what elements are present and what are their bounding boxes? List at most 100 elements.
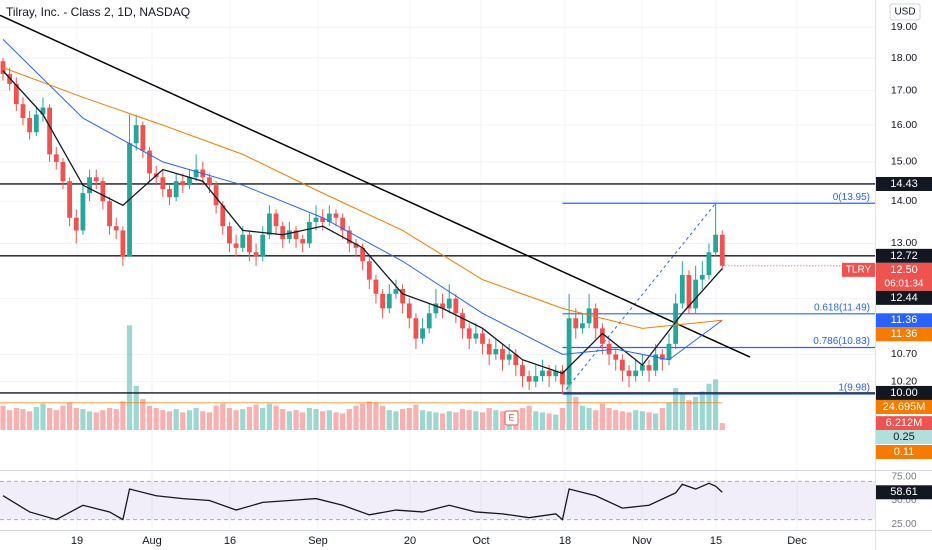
- volume-bar: [20, 409, 26, 430]
- candle-body: [280, 226, 286, 240]
- volume-bar: [120, 401, 126, 430]
- candle-body: [526, 376, 532, 382]
- volume-bar: [240, 409, 246, 430]
- moving-average: [2, 70, 723, 375]
- x-tick-label: Dec: [787, 535, 807, 547]
- candle-body: [453, 298, 459, 314]
- volume-bar: [273, 405, 279, 430]
- volume-bar: [573, 396, 579, 430]
- volume-bar: [266, 403, 272, 430]
- candle-body: [460, 313, 465, 329]
- rsi-value-box: [876, 485, 932, 500]
- volume-bar: [320, 411, 326, 430]
- volume-bar: [366, 401, 372, 430]
- axis-label: 11.36: [891, 314, 918, 326]
- candle-body: [360, 247, 366, 262]
- volume-bar: [166, 411, 173, 430]
- y-tick-label: 17.00: [891, 84, 917, 96]
- axis-label: 10.00: [890, 387, 918, 399]
- candle-body: [540, 370, 545, 377]
- candle-body: [100, 181, 106, 202]
- volume-bar: [60, 405, 66, 430]
- volume-bar: [666, 402, 672, 430]
- y-tick-label: 19.00: [891, 21, 917, 33]
- candle-body: [646, 365, 652, 371]
- candle-body: [699, 274, 705, 280]
- currency-button[interactable]: [889, 3, 921, 21]
- volume-bar: [293, 410, 299, 430]
- volume-bar: [13, 407, 19, 430]
- macd-label-box: [876, 430, 932, 444]
- macd-label: 0.25: [893, 431, 914, 443]
- candle-body: [180, 181, 186, 186]
- volume-bar: [40, 403, 46, 430]
- y-tick-label: 14.00: [891, 195, 917, 207]
- candle-body: [313, 217, 319, 222]
- candle-body: [167, 189, 172, 198]
- volume-bar: [619, 411, 625, 430]
- rsi-line: [2, 482, 723, 521]
- candle-body: [493, 349, 499, 355]
- volume-bar: [73, 407, 79, 430]
- volume-bar: [626, 412, 632, 430]
- candle-body: [413, 318, 419, 339]
- volume-bar: [313, 409, 319, 430]
- earnings-marker[interactable]: [504, 410, 519, 426]
- candle-body: [639, 365, 645, 371]
- volume-bar: [533, 411, 539, 430]
- volume-label: 6.212M: [886, 417, 923, 429]
- volume-bar: [93, 412, 99, 430]
- candle-body: [713, 234, 719, 253]
- candle-body: [13, 83, 19, 105]
- y-tick-label: 10.20: [891, 375, 917, 387]
- candle-body: [47, 107, 53, 155]
- volume-bar: [67, 402, 73, 430]
- x-tick-label: Sep: [308, 535, 328, 547]
- volume-bar: [280, 409, 286, 430]
- candle-body: [273, 213, 279, 227]
- volume-bar: [719, 423, 725, 430]
- earnings-icon[interactable]: E: [508, 412, 514, 422]
- volume-bar: [0, 405, 6, 430]
- symbol-tag: [842, 262, 875, 277]
- x-tick-label: Aug: [142, 535, 162, 547]
- candle-body: [20, 104, 26, 119]
- plot: 19 Aug 16 Sep 20 Oct 18 Nov 15 Dec 0(13.95) 0.618(1…: [0, 14, 875, 547]
- candle-body: [193, 169, 199, 178]
- candle-body: [27, 118, 33, 133]
- volume-bar: [639, 411, 645, 430]
- candle-body: [626, 370, 632, 377]
- volume-bar: [653, 413, 659, 430]
- volume-bar: [106, 407, 113, 430]
- candle-body: [140, 125, 146, 151]
- axis-label: 12.44: [890, 292, 918, 304]
- volume-bar: [380, 405, 386, 430]
- candle-body: [653, 354, 659, 371]
- candle-body: [593, 308, 599, 329]
- candle-body: [113, 226, 119, 231]
- currency[interactable]: USD: [894, 7, 915, 18]
- volume-bar: [113, 409, 119, 430]
- axis-label-box: [876, 385, 932, 400]
- volume-bar: [606, 407, 612, 430]
- y-tick-label: 16.00: [891, 119, 917, 131]
- candle-body: [666, 343, 672, 360]
- axis-label: 12.72: [890, 250, 918, 262]
- candle-body: [433, 303, 439, 314]
- volume-bar: [413, 404, 419, 430]
- candle-body: [187, 177, 192, 186]
- grid: [0, 0, 875, 530]
- x-tick-label: 19: [71, 535, 83, 547]
- candle-body: [67, 181, 72, 218]
- volume-bar: [466, 410, 472, 430]
- volume-bar: [406, 407, 412, 430]
- volume-bar: [86, 411, 93, 430]
- volume-bar: [519, 407, 526, 430]
- candle-body: [520, 365, 525, 377]
- candle-body: [513, 354, 519, 366]
- volume-bar: [373, 402, 379, 430]
- candle-body: [673, 303, 679, 344]
- candle-body: [686, 274, 692, 309]
- x-tick-label: 20: [404, 535, 416, 547]
